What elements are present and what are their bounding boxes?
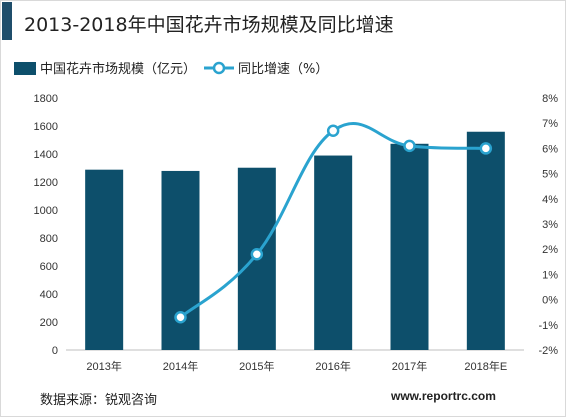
y-left-tick-label: 600 [40, 261, 58, 273]
y-left-tick-label: 0 [52, 345, 58, 357]
legend-bar-swatch [14, 62, 36, 75]
bar [390, 143, 429, 350]
y-right-tick-label: 1% [542, 269, 558, 281]
y-left-tick-label: 200 [40, 317, 58, 329]
y-left-tick-label: 1000 [34, 205, 58, 217]
legend: 中国花卉市场规模（亿元） 同比增速（%） [14, 61, 328, 77]
y-right-tick-label: 7% [542, 118, 558, 130]
y-left-tick-label: 1400 [34, 149, 58, 161]
y-left-tick-label: 800 [40, 233, 58, 245]
line-series [174, 122, 493, 324]
line-point [479, 142, 493, 155]
watermark: www.reportrc.com [391, 389, 496, 403]
legend-line-marker [212, 61, 226, 75]
x-tick-label: 2015年 [239, 359, 274, 373]
y-right-tick-label: -2% [538, 345, 558, 357]
y-right-tick-label: 4% [542, 194, 558, 206]
y-right-tick-label: 6% [542, 143, 558, 155]
y-left-tick-label: 1600 [34, 121, 58, 133]
y-right-tick-label: 3% [542, 219, 558, 231]
bar [466, 131, 505, 350]
line-point [174, 310, 187, 324]
axes: 0 200 400 600 800 1000 1200 1400 1600 1800 -2% -1% 0… [34, 93, 559, 373]
y-right-tick-label: 2% [542, 244, 558, 256]
bar [85, 169, 124, 350]
bar [314, 155, 353, 350]
x-tick-label: 2013年 [86, 359, 121, 373]
legend-bar-label: 中国花卉市场规模（亿元） [40, 61, 196, 77]
x-tick-label: 2018年E [464, 359, 507, 373]
line-point [250, 247, 264, 261]
y-left-tick-label: 1800 [34, 93, 58, 105]
y-right-tick-label: 0% [542, 295, 558, 307]
y-left-tick-label: 1200 [34, 177, 58, 189]
y-right-tick-label: 8% [542, 93, 558, 105]
chart-title: 2013-2018年中国花卉市场规模及同比增速 [24, 14, 394, 36]
legend-line-label: 同比增速（%） [238, 62, 328, 77]
y-right-tick-label: 5% [542, 169, 558, 181]
growth-line [179, 122, 486, 319]
y-right-tick-label: -1% [538, 320, 558, 332]
y-left-tick-label: 400 [40, 289, 58, 301]
x-tick-label: 2017年 [392, 359, 427, 373]
line-point [403, 139, 416, 153]
source-note: 数据来源：锐观咨询 [40, 393, 158, 408]
title-accent-bar [2, 2, 12, 40]
x-tick-label: 2016年 [315, 359, 350, 373]
bar-series [85, 131, 505, 350]
line-point [326, 124, 340, 138]
x-tick-label: 2014年 [163, 359, 198, 373]
